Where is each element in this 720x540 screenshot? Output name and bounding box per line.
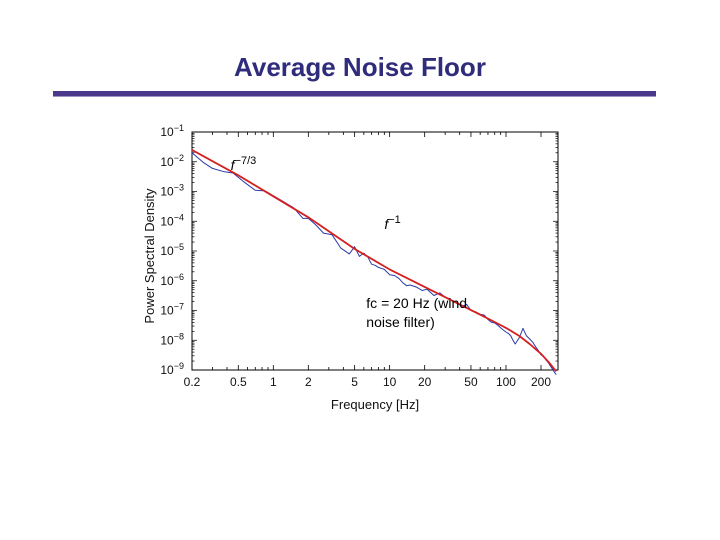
annotation-group: f−7/3 f−1 fc = 20 Hz (wind noise filter) — [231, 155, 467, 330]
y-tick-label: 10−9 — [160, 361, 184, 377]
title-underline — [53, 91, 656, 96]
measured-psd-line — [191, 152, 557, 375]
y-tick-label: 10−1 — [160, 123, 184, 139]
x-tick-label: 0.5 — [230, 375, 247, 389]
title-underline-shadow — [53, 96, 656, 97]
x-axis-ticks: 0.2 0.5 1 2 5 10 20 50 100 200 — [184, 375, 552, 389]
wind-filter-annotation: noise filter) — [366, 314, 434, 330]
y-tick-label: 10−5 — [160, 242, 184, 258]
y-tick-label: 10−2 — [160, 153, 184, 169]
x-tick-label: 100 — [496, 375, 516, 389]
plot-frame — [191, 131, 559, 371]
x-tick-label: 200 — [531, 375, 551, 389]
x-tick-label: 2 — [305, 375, 312, 389]
fitted-model-line — [191, 149, 557, 372]
x-tick-label: 0.2 — [184, 375, 201, 389]
x-tick-label: 10 — [383, 375, 397, 389]
wind-filter-annotation: fc = 20 Hz (wind — [366, 295, 467, 311]
x-tick-label: 20 — [418, 375, 432, 389]
series-group — [191, 149, 557, 375]
y-tick-label: 10−7 — [160, 302, 184, 318]
y-tick-label: 10−4 — [160, 212, 184, 228]
plot-area — [192, 132, 558, 370]
x-tick-label: 1 — [270, 375, 277, 389]
y-axis-ticks: 10−1 10−2 10−3 10−4 10−5 10−6 10−7 10−8 10−9 — [160, 123, 184, 377]
x-tick-label: 5 — [351, 375, 358, 389]
y-tick-label: 10−6 — [160, 272, 184, 288]
x-axis-label: Frequency [Hz] — [331, 397, 419, 412]
y-tick-label: 10−8 — [160, 331, 184, 347]
y-tick-label: 10−3 — [160, 183, 184, 199]
x-tick-label: 50 — [464, 375, 478, 389]
slide-title: Average Noise Floor — [234, 52, 486, 82]
slope-annotation-steep: f−7/3 — [231, 155, 257, 173]
slope-annotation-shallow: f−1 — [384, 214, 400, 232]
y-axis-label: Power Spectral Density — [142, 188, 157, 324]
